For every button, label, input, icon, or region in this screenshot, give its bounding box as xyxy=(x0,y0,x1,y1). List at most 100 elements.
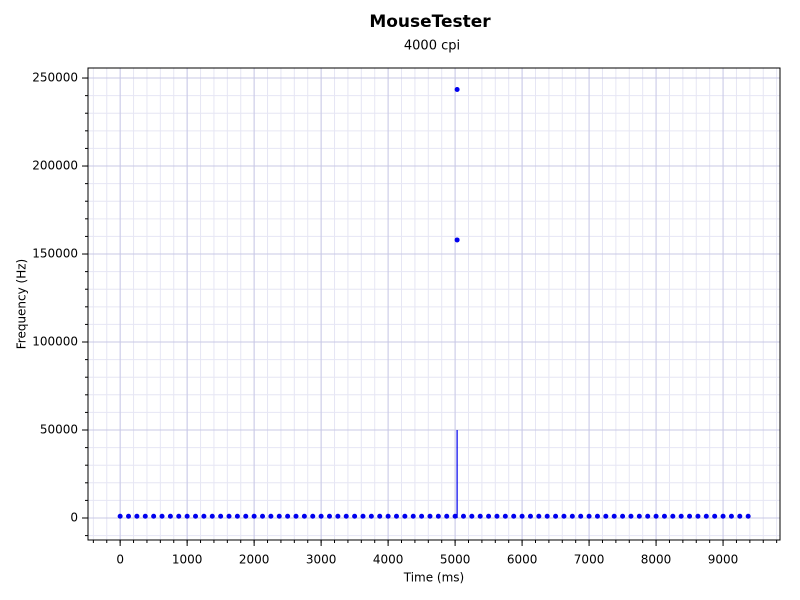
data-point xyxy=(377,513,383,519)
y-axis-label: Frequency (Hz) xyxy=(15,259,29,350)
data-point xyxy=(460,513,466,519)
data-point xyxy=(569,513,575,519)
y-tick-label: 200000 xyxy=(32,159,78,173)
data-point xyxy=(695,513,701,519)
data-point xyxy=(536,513,542,519)
data-point xyxy=(318,513,324,519)
data-point xyxy=(435,513,441,519)
data-point xyxy=(670,513,676,519)
x-tick-label: 7000 xyxy=(574,553,605,567)
y-tick-label: 250000 xyxy=(32,71,78,85)
data-point xyxy=(594,513,600,519)
data-point xyxy=(393,513,399,519)
data-point xyxy=(494,513,500,519)
data-point xyxy=(703,513,709,519)
data-point xyxy=(335,513,341,519)
data-point xyxy=(151,513,157,519)
data-point xyxy=(293,513,299,519)
data-point xyxy=(519,513,525,519)
data-point xyxy=(620,513,626,519)
data-point xyxy=(326,513,332,519)
data-point xyxy=(142,513,148,519)
chart-subtitle: 4000 cpi xyxy=(404,39,460,54)
y-tick-label: 0 xyxy=(70,511,78,525)
data-point xyxy=(285,513,291,519)
data-point xyxy=(544,513,550,519)
data-point xyxy=(454,86,460,92)
data-point xyxy=(678,513,684,519)
data-point xyxy=(477,513,483,519)
data-point xyxy=(427,513,433,519)
x-tick-label: 1000 xyxy=(172,553,203,567)
data-point xyxy=(218,513,224,519)
y-tick-label: 150000 xyxy=(32,247,78,261)
data-point xyxy=(720,513,726,519)
x-tick-label: 0 xyxy=(116,553,124,567)
data-point xyxy=(661,513,667,519)
x-tick-label: 8000 xyxy=(641,553,672,567)
data-point xyxy=(310,513,316,519)
data-point xyxy=(712,513,718,519)
data-point xyxy=(343,513,349,519)
data-point xyxy=(486,513,492,519)
data-point xyxy=(209,513,215,519)
data-point xyxy=(184,513,190,519)
data-point xyxy=(745,513,751,519)
data-point xyxy=(603,513,609,519)
x-tick-label: 6000 xyxy=(507,553,538,567)
data-point xyxy=(645,513,651,519)
data-point xyxy=(410,513,416,519)
data-point xyxy=(628,513,634,519)
chart-title: MouseTester xyxy=(369,12,491,32)
data-point xyxy=(469,513,475,519)
data-point xyxy=(502,513,508,519)
x-tick-label: 2000 xyxy=(239,553,270,567)
data-point xyxy=(527,513,533,519)
data-point xyxy=(167,513,173,519)
y-tick-label: 50000 xyxy=(40,423,78,437)
data-point xyxy=(636,513,642,519)
data-point xyxy=(452,513,458,519)
data-point xyxy=(586,513,592,519)
data-point xyxy=(276,513,282,519)
y-tick-label: 100000 xyxy=(32,335,78,349)
data-point xyxy=(360,513,366,519)
data-point xyxy=(226,513,232,519)
data-point xyxy=(352,513,358,519)
x-tick-label: 3000 xyxy=(306,553,337,567)
data-point xyxy=(251,513,257,519)
data-point xyxy=(578,513,584,519)
data-point xyxy=(301,513,307,519)
x-axis-label: Time (ms) xyxy=(403,571,465,585)
data-point xyxy=(454,237,460,243)
data-point xyxy=(553,513,559,519)
data-point xyxy=(728,513,734,519)
data-point xyxy=(561,513,567,519)
data-point xyxy=(368,513,374,519)
x-tick-label: 5000 xyxy=(440,553,471,567)
data-point xyxy=(653,513,659,519)
data-point xyxy=(234,513,240,519)
data-point xyxy=(201,513,207,519)
data-point xyxy=(687,513,693,519)
x-tick-label: 4000 xyxy=(373,553,404,567)
data-point xyxy=(159,513,165,519)
data-point xyxy=(268,513,274,519)
data-point xyxy=(243,513,249,519)
data-point xyxy=(126,513,132,519)
data-point xyxy=(402,513,408,519)
data-point xyxy=(611,513,617,519)
data-point xyxy=(737,513,743,519)
plot-border xyxy=(87,67,781,541)
x-tick-label: 9000 xyxy=(708,553,739,567)
data-point xyxy=(511,513,517,519)
data-point xyxy=(444,513,450,519)
data-point xyxy=(193,513,199,519)
data-point xyxy=(176,513,182,519)
data-point xyxy=(385,513,391,519)
data-point xyxy=(419,513,425,519)
data-point xyxy=(260,513,266,519)
data-point xyxy=(117,513,123,519)
